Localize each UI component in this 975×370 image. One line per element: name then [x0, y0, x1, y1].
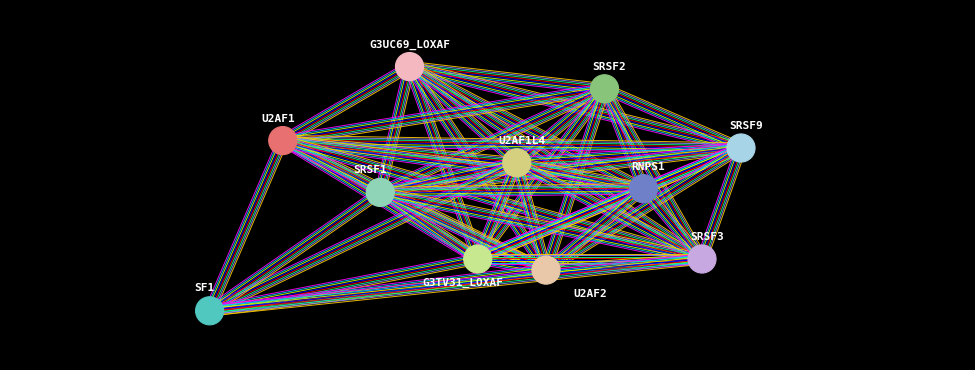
Text: SRSF3: SRSF3	[690, 232, 723, 242]
Circle shape	[727, 134, 755, 162]
Circle shape	[532, 256, 560, 284]
Text: RNPS1: RNPS1	[632, 162, 665, 172]
Circle shape	[630, 175, 657, 203]
Text: SRSF1: SRSF1	[354, 165, 387, 175]
Text: SRSF9: SRSF9	[729, 121, 762, 131]
Text: SRSF2: SRSF2	[593, 62, 626, 72]
Text: SF1: SF1	[195, 283, 214, 293]
Text: U2AF1: U2AF1	[261, 114, 294, 124]
Text: U2AF2: U2AF2	[573, 289, 606, 299]
Circle shape	[464, 245, 491, 273]
Circle shape	[688, 245, 716, 273]
Circle shape	[196, 297, 223, 325]
Circle shape	[503, 149, 530, 177]
Text: U2AF1L4: U2AF1L4	[498, 136, 545, 146]
Circle shape	[367, 178, 394, 206]
Circle shape	[396, 53, 423, 81]
Text: G3UC69_LOXAF: G3UC69_LOXAF	[369, 39, 450, 50]
Circle shape	[591, 75, 618, 103]
Circle shape	[269, 127, 296, 155]
Text: G3TV31_LOXAF: G3TV31_LOXAF	[422, 278, 504, 288]
